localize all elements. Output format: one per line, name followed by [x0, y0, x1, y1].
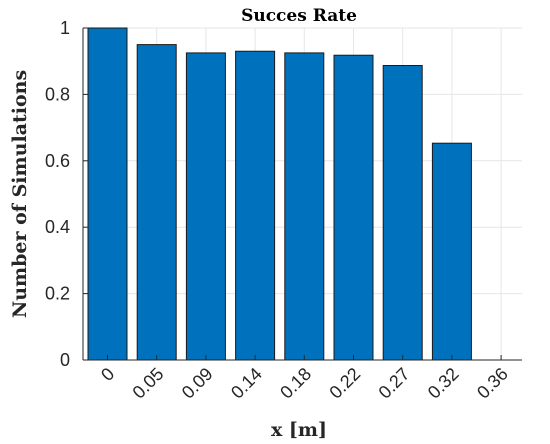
bar	[136, 44, 177, 361]
y-tick-label: 0.6	[45, 151, 70, 171]
bar	[333, 54, 374, 361]
x-tick-label: 0.32	[424, 364, 463, 403]
x-tick-label: 0.22	[325, 364, 364, 403]
x-tick-label: 0.18	[276, 364, 315, 403]
chart-title: Succes Rate	[241, 6, 357, 26]
x-tick-label: 0.36	[473, 364, 512, 403]
x-tick-label: 0.09	[178, 364, 217, 403]
bar	[431, 142, 472, 361]
bar	[235, 50, 276, 361]
y-tick-label: 0.8	[45, 84, 70, 104]
y-tick-label: 0.4	[45, 217, 70, 237]
x-tick-labels: 0 0.05 0.09 0.14 0.18 0.22 0.27 0.32 0.36	[97, 364, 512, 403]
axes	[82, 27, 522, 361]
y-tick-labels: 0 0.2 0.4 0.6 0.8 1	[45, 18, 70, 370]
bar	[185, 52, 226, 361]
x-axis-label: x [m]	[271, 419, 327, 441]
bar	[382, 65, 423, 361]
y-tick-label: 0.2	[45, 284, 70, 304]
x-tick-label: 0.05	[129, 364, 168, 403]
x-tick-label: 0.14	[227, 364, 266, 403]
x-tick-label: 0	[97, 364, 118, 385]
y-tick-label: 1	[60, 18, 70, 38]
y-tick-label: 0	[60, 350, 70, 370]
bar	[87, 27, 128, 361]
bar	[284, 52, 325, 361]
y-axis-label: Number of Simulations	[9, 70, 31, 318]
x-tick-label: 0.27	[375, 364, 414, 403]
bars	[87, 27, 472, 361]
